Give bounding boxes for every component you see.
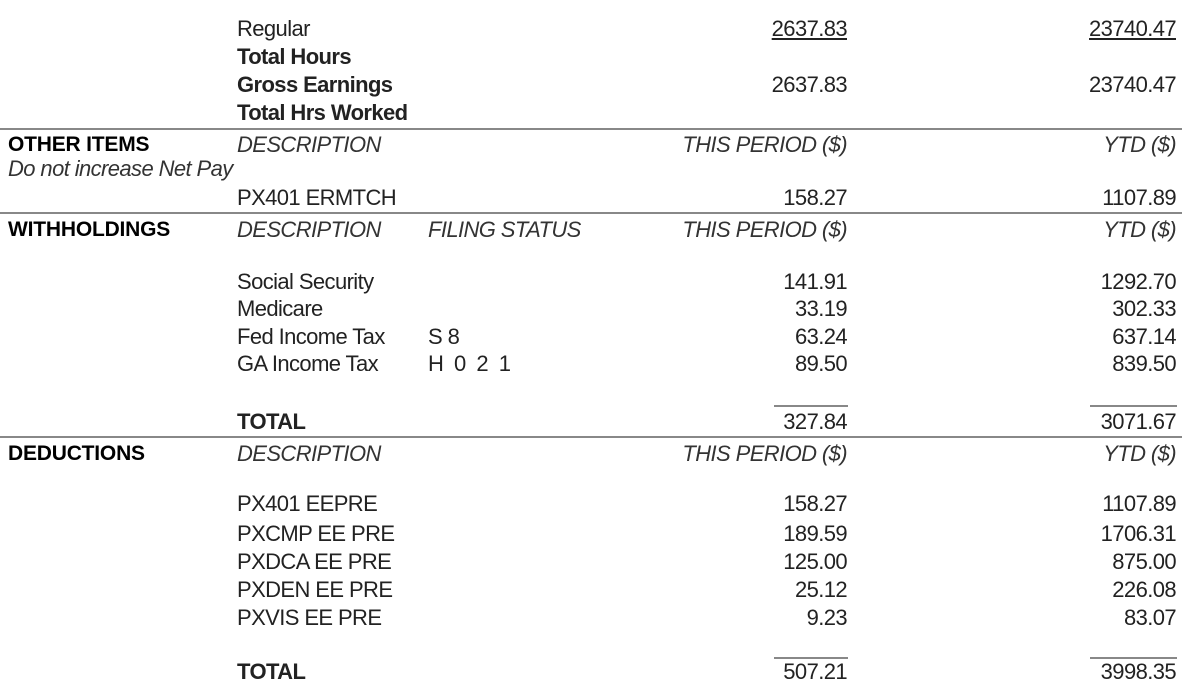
row-description: PXDCA EE PRE bbox=[237, 549, 392, 574]
row-this-period: 189.59 bbox=[783, 521, 847, 546]
row-this-period: 33.19 bbox=[794, 296, 848, 321]
col-this-period: THIS PERIOD ($) bbox=[682, 441, 847, 466]
gross-ytd: 23740.47 bbox=[1089, 72, 1177, 97]
row-description: PXCMP EE PRE bbox=[237, 521, 395, 546]
row-this-period: 89.50 bbox=[794, 351, 848, 376]
total-this-period: 327.84 bbox=[783, 409, 847, 434]
total-ytd: 3071.67 bbox=[1100, 409, 1177, 434]
row-this-period: 125.00 bbox=[783, 549, 847, 574]
total-overline bbox=[774, 405, 848, 407]
row-description: Social Security bbox=[237, 269, 374, 294]
row-ytd: 226.08 bbox=[1112, 577, 1176, 602]
row-ytd: 1706.31 bbox=[1100, 521, 1177, 546]
row-ytd: 637.14 bbox=[1112, 324, 1176, 349]
row-ytd: 83.07 bbox=[1123, 605, 1177, 630]
earnings-this-period: 2637.83 bbox=[771, 16, 848, 41]
row-description: GA Income Tax bbox=[237, 351, 379, 376]
row-filing-status: S 8 bbox=[428, 324, 460, 349]
total-overline bbox=[1090, 657, 1177, 659]
row-this-period: 158.27 bbox=[783, 185, 847, 210]
row-this-period: 158.27 bbox=[783, 491, 847, 516]
row-description: PX401 EEPRE bbox=[237, 491, 378, 516]
row-ytd: 839.50 bbox=[1112, 351, 1176, 376]
row-description: PX401 ERMTCH bbox=[237, 185, 397, 210]
total-label: TOTAL bbox=[237, 659, 306, 684]
row-filing-status: H 0 2 1 bbox=[428, 351, 513, 376]
total-this-period: 507.21 bbox=[783, 659, 847, 684]
section-title: DEDUCTIONS bbox=[8, 442, 145, 465]
col-ytd: YTD ($) bbox=[1103, 132, 1176, 157]
earnings-label: Total Hours bbox=[237, 44, 352, 69]
row-description: Fed Income Tax bbox=[237, 324, 385, 349]
col-filing-status: FILING STATUS bbox=[428, 217, 581, 242]
row-description: PXVIS EE PRE bbox=[237, 605, 382, 630]
total-overline bbox=[1090, 405, 1177, 407]
total-label: TOTAL bbox=[237, 409, 306, 434]
row-ytd: 875.00 bbox=[1112, 549, 1176, 574]
row-ytd: 1107.89 bbox=[1102, 185, 1176, 210]
section-note: Do not increase Net Pay bbox=[8, 156, 233, 181]
col-ytd: YTD ($) bbox=[1103, 441, 1176, 466]
section-title: WITHHOLDINGS bbox=[8, 218, 171, 241]
row-description: Medicare bbox=[237, 296, 323, 321]
col-this-period: THIS PERIOD ($) bbox=[682, 132, 847, 157]
row-ytd: 302.33 bbox=[1112, 296, 1176, 321]
divider bbox=[0, 212, 1182, 214]
earnings-label: Gross Earnings bbox=[237, 72, 393, 97]
total-ytd: 3998.35 bbox=[1100, 659, 1177, 684]
row-ytd: 1292.70 bbox=[1100, 269, 1177, 294]
col-description: DESCRIPTION bbox=[237, 132, 381, 157]
col-description: DESCRIPTION bbox=[237, 217, 381, 242]
col-description: DESCRIPTION bbox=[237, 441, 381, 466]
col-this-period: THIS PERIOD ($) bbox=[682, 217, 847, 242]
divider bbox=[0, 436, 1182, 438]
row-this-period: 9.23 bbox=[806, 605, 848, 630]
earnings-label: Regular bbox=[237, 16, 310, 41]
total-overline bbox=[774, 657, 848, 659]
divider bbox=[0, 128, 1182, 130]
gross-this-period: 2637.83 bbox=[771, 72, 848, 97]
row-ytd: 1107.89 bbox=[1102, 491, 1176, 516]
row-this-period: 25.12 bbox=[794, 577, 848, 602]
section-title: OTHER ITEMS bbox=[8, 133, 150, 156]
row-this-period: 63.24 bbox=[794, 324, 848, 349]
row-this-period: 141.91 bbox=[783, 269, 847, 294]
earnings-label: Total Hrs Worked bbox=[237, 100, 408, 125]
col-ytd: YTD ($) bbox=[1103, 217, 1176, 242]
earnings-ytd: 23740.47 bbox=[1089, 16, 1177, 41]
row-description: PXDEN EE PRE bbox=[237, 577, 393, 602]
